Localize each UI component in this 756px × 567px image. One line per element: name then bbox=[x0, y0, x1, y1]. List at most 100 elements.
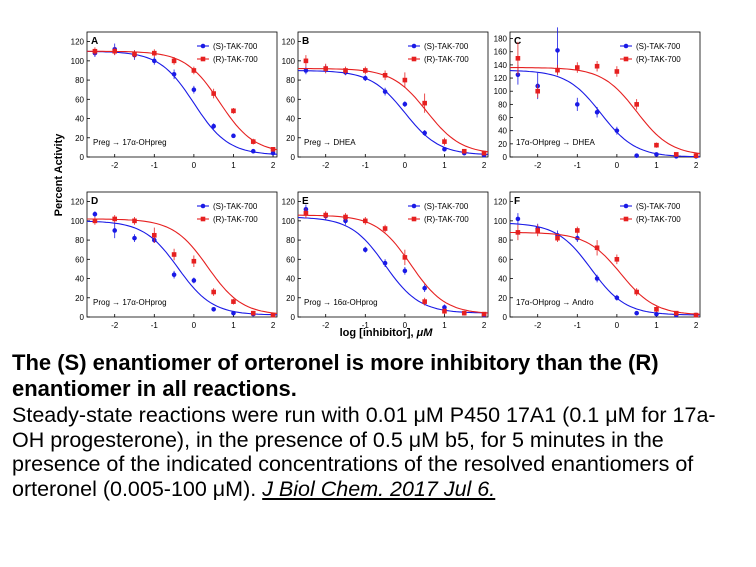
data-point-S bbox=[654, 311, 659, 317]
y-tick-label: 80 bbox=[75, 236, 84, 245]
x-tick-label: 2 bbox=[694, 161, 699, 170]
data-point-S bbox=[382, 260, 388, 266]
data-point-R bbox=[673, 310, 679, 316]
panel-letter: B bbox=[302, 36, 309, 47]
x-tick-label: -2 bbox=[322, 161, 330, 170]
data-point-S bbox=[422, 285, 427, 291]
data-point-S bbox=[250, 148, 256, 154]
y-tick-label: 20 bbox=[498, 140, 507, 149]
data-point-R bbox=[231, 299, 236, 304]
y-tick-label: 20 bbox=[286, 294, 295, 303]
data-point-S bbox=[211, 123, 216, 129]
reaction-label: 17α-OHprog → Andro bbox=[516, 298, 594, 307]
data-point-R bbox=[303, 58, 309, 64]
legend-label: (S)-TAK-700 bbox=[424, 202, 469, 211]
legend-marker-R bbox=[200, 216, 206, 222]
reaction-label: Preg → 17α-OHpreg bbox=[93, 138, 167, 147]
data-point-R bbox=[92, 48, 98, 54]
y-tick-label: 180 bbox=[494, 35, 508, 44]
y-tick-label: 80 bbox=[498, 100, 507, 109]
fit-curve-R bbox=[87, 218, 278, 314]
x-tick-label: 0 bbox=[615, 161, 620, 170]
legend-marker-R bbox=[200, 56, 206, 62]
y-tick-label: 60 bbox=[286, 95, 295, 104]
data-point-R bbox=[231, 108, 236, 114]
y-tick-label: 20 bbox=[498, 294, 507, 303]
legend-marker-S bbox=[200, 43, 206, 49]
x-tick-label: 0 bbox=[403, 321, 408, 330]
legend-label: (R)-TAK-700 bbox=[424, 215, 469, 224]
y-tick-label: 100 bbox=[71, 57, 85, 66]
data-point-R bbox=[422, 299, 427, 304]
data-point-S bbox=[112, 228, 118, 233]
x-tick-label: -1 bbox=[574, 321, 582, 330]
x-tick-label: 0 bbox=[192, 161, 197, 170]
data-point-R bbox=[323, 66, 329, 71]
data-point-R bbox=[343, 214, 348, 220]
fit-curve-S bbox=[509, 70, 700, 158]
panel-B: 0 20 40 60 80 100 120 -2 -1 0 1 2 B Preg → DHEA (S)-TA… bbox=[282, 31, 489, 170]
data-point-R bbox=[211, 289, 216, 295]
y-tick-label: 140 bbox=[494, 61, 508, 70]
x-tick-label: 1 bbox=[442, 161, 447, 170]
legend-marker-S bbox=[623, 43, 629, 49]
y-tick-label: 120 bbox=[494, 198, 508, 207]
data-point-S bbox=[442, 305, 447, 310]
legend-label: (R)-TAK-700 bbox=[636, 55, 681, 64]
data-point-S bbox=[594, 109, 600, 115]
plot-frame bbox=[509, 31, 701, 158]
x-tick-label: 2 bbox=[271, 161, 276, 170]
fit-curve-R bbox=[87, 50, 278, 151]
data-point-S bbox=[382, 89, 388, 94]
data-point-R bbox=[594, 245, 600, 251]
legend-marker-R bbox=[411, 216, 417, 222]
y-tick-label: 20 bbox=[75, 294, 84, 303]
panel-letter: F bbox=[514, 196, 520, 207]
data-point-R bbox=[481, 311, 487, 317]
x-tick-label: 0 bbox=[403, 161, 408, 170]
data-point-R bbox=[191, 258, 197, 264]
x-tick-label: -2 bbox=[322, 321, 330, 330]
data-point-R bbox=[112, 48, 118, 54]
data-point-S bbox=[191, 87, 197, 92]
data-point-R bbox=[673, 152, 679, 157]
legend-label: (S)-TAK-700 bbox=[636, 42, 681, 51]
y-tick-label: 0 bbox=[503, 153, 508, 162]
plot-frame bbox=[86, 191, 278, 318]
fit-curve-S bbox=[86, 50, 278, 155]
data-point-R bbox=[92, 218, 98, 224]
data-point-R bbox=[515, 230, 521, 235]
fit-curve-S bbox=[297, 70, 489, 155]
y-tick-label: 20 bbox=[286, 134, 295, 143]
y-tick-label: 60 bbox=[498, 114, 507, 123]
data-point-S bbox=[614, 128, 620, 133]
x-tick-label: -2 bbox=[111, 321, 119, 330]
data-point-R bbox=[250, 310, 256, 316]
data-point-R bbox=[132, 218, 137, 224]
data-point-S bbox=[92, 211, 98, 217]
data-point-S bbox=[402, 101, 408, 107]
data-point-S bbox=[515, 216, 521, 222]
data-point-S bbox=[594, 276, 600, 281]
y-tick-label: 0 bbox=[80, 153, 85, 162]
data-point-R bbox=[382, 72, 388, 78]
data-point-S bbox=[442, 147, 447, 152]
data-point-R bbox=[634, 289, 639, 295]
legend-label: (R)-TAK-700 bbox=[636, 215, 681, 224]
caption-citation[interactable]: J Biol Chem. 2017 Jul 6. bbox=[262, 476, 496, 501]
x-tick-label: -1 bbox=[151, 321, 159, 330]
plot-frame bbox=[509, 191, 701, 318]
data-point-R bbox=[515, 56, 521, 61]
data-point-R bbox=[634, 102, 639, 107]
data-point-R bbox=[574, 65, 580, 70]
data-point-R bbox=[270, 147, 276, 152]
x-tick-label: -2 bbox=[111, 161, 119, 170]
data-point-R bbox=[555, 235, 560, 241]
x-tick-label: -1 bbox=[362, 161, 370, 170]
y-tick-label: 100 bbox=[71, 217, 85, 226]
legend-label: (S)-TAK-700 bbox=[636, 202, 681, 211]
x-tick-label: 2 bbox=[694, 321, 699, 330]
data-point-R bbox=[693, 312, 699, 318]
legend-marker-S bbox=[200, 203, 206, 209]
